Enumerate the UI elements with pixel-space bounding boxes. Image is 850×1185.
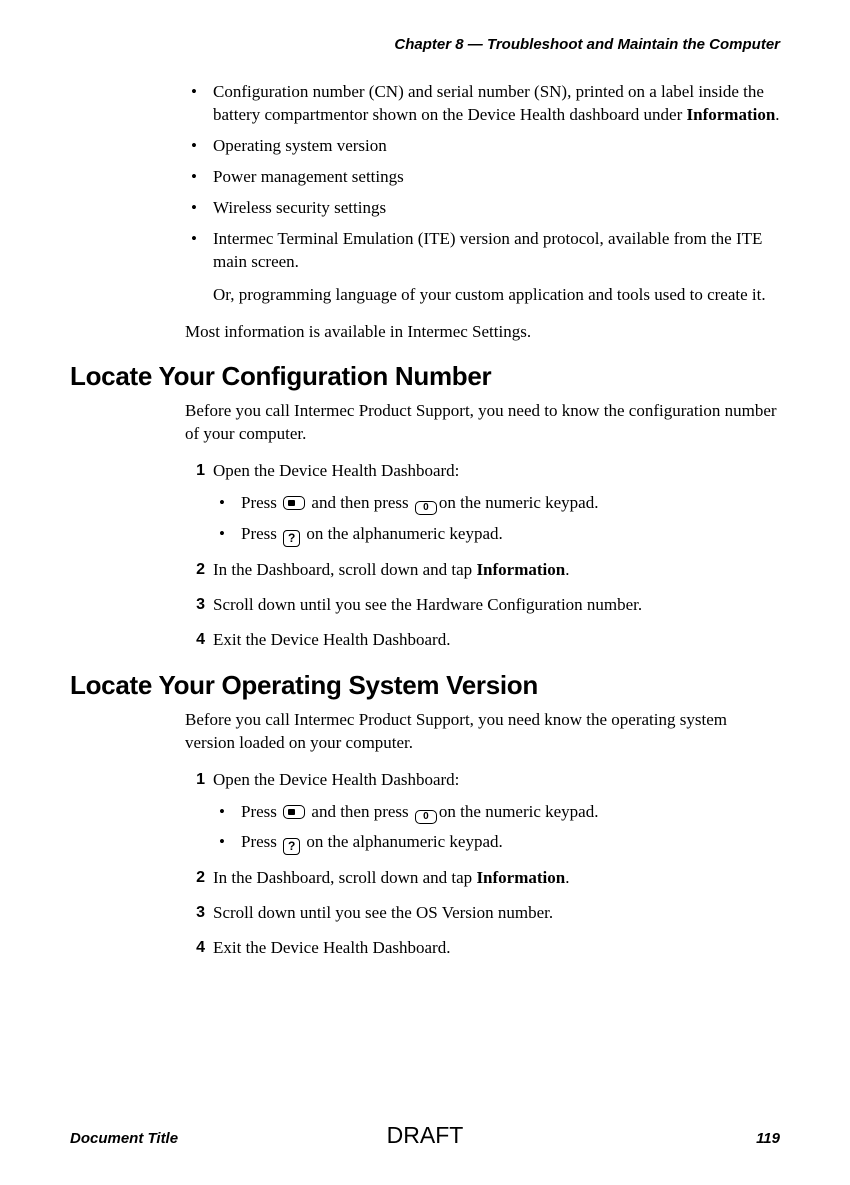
page-container: Chapter 8 — Troubleshoot and Maintain th… bbox=[0, 0, 850, 1185]
question-key-icon: ? bbox=[283, 838, 300, 855]
bullet-item: Operating system version bbox=[185, 135, 780, 158]
text: on the numeric keypad. bbox=[439, 802, 599, 821]
text: Scroll down until you see the Hardware C… bbox=[213, 595, 642, 614]
step-text: Open the Device Health Dashboard: bbox=[213, 461, 459, 480]
sub-bullet: Press and then press 0on the numeric key… bbox=[213, 800, 780, 825]
bullet-sub-paragraph: Or, programming language of your custom … bbox=[213, 284, 780, 307]
bullet-text: Power management settings bbox=[213, 167, 404, 186]
bullet-text: Configuration number (CN) and serial num… bbox=[213, 82, 764, 124]
step-item: Open the Device Health Dashboard: Press … bbox=[185, 769, 780, 856]
sub-bullet: Press ? on the alphanumeric keypad. bbox=[213, 522, 780, 547]
text: In the Dashboard, scroll down and tap bbox=[213, 868, 476, 887]
bullet-bold: Information bbox=[687, 105, 776, 124]
text-bold: Information bbox=[476, 560, 565, 579]
text: Press bbox=[241, 832, 281, 851]
step-text: Open the Device Health Dashboard: bbox=[213, 770, 459, 789]
bullet-text: Operating system version bbox=[213, 136, 387, 155]
intro-tail: Most information is available in Interme… bbox=[185, 321, 780, 344]
step-sublist: Press and then press 0on the numeric key… bbox=[213, 800, 780, 856]
key-icon bbox=[283, 496, 305, 510]
question-key-icon: ? bbox=[283, 530, 300, 547]
intro-block: Configuration number (CN) and serial num… bbox=[185, 81, 780, 343]
text: Exit the Device Health Dashboard. bbox=[213, 630, 450, 649]
text: . bbox=[565, 560, 569, 579]
section2-block: Before you call Intermec Product Support… bbox=[185, 709, 780, 960]
zero-key-icon: 0 bbox=[415, 810, 437, 824]
chapter-header: Chapter 8 — Troubleshoot and Maintain th… bbox=[70, 36, 780, 53]
bullet-tail: . bbox=[775, 105, 779, 124]
text: and then press bbox=[307, 802, 413, 821]
text: . bbox=[565, 868, 569, 887]
section1-block: Before you call Intermec Product Support… bbox=[185, 400, 780, 651]
step-sublist: Press and then press 0on the numeric key… bbox=[213, 491, 780, 547]
footer-watermark: DRAFT bbox=[387, 1122, 464, 1149]
zero-key-icon: 0 bbox=[415, 501, 437, 515]
text: on the numeric keypad. bbox=[439, 493, 599, 512]
step-item: Scroll down until you see the OS Version… bbox=[185, 902, 780, 925]
step-item: In the Dashboard, scroll down and tap In… bbox=[185, 559, 780, 582]
text: Scroll down until you see the OS Version… bbox=[213, 903, 553, 922]
section-heading-os-version: Locate Your Operating System Version bbox=[70, 670, 780, 701]
section-heading-config-number: Locate Your Configuration Number bbox=[70, 361, 780, 392]
bullet-item: Wireless security settings bbox=[185, 197, 780, 220]
step-item: Open the Device Health Dashboard: Press … bbox=[185, 460, 780, 547]
footer-page-number: 119 bbox=[756, 1130, 780, 1147]
section1-steps: Open the Device Health Dashboard: Press … bbox=[185, 460, 780, 651]
step-item: Exit the Device Health Dashboard. bbox=[185, 937, 780, 960]
bullet-item: Power management settings bbox=[185, 166, 780, 189]
bullet-item: Intermec Terminal Emulation (ITE) versio… bbox=[185, 228, 780, 307]
key-icon bbox=[283, 805, 305, 819]
bullet-text: Intermec Terminal Emulation (ITE) versio… bbox=[213, 229, 762, 271]
section2-intro: Before you call Intermec Product Support… bbox=[185, 709, 780, 755]
text: Exit the Device Health Dashboard. bbox=[213, 938, 450, 957]
text: In the Dashboard, scroll down and tap bbox=[213, 560, 476, 579]
text: and then press bbox=[307, 493, 413, 512]
sub-bullet: Press ? on the alphanumeric keypad. bbox=[213, 830, 780, 855]
step-item: In the Dashboard, scroll down and tap In… bbox=[185, 867, 780, 890]
section2-steps: Open the Device Health Dashboard: Press … bbox=[185, 769, 780, 960]
step-item: Exit the Device Health Dashboard. bbox=[185, 629, 780, 652]
step-item: Scroll down until you see the Hardware C… bbox=[185, 594, 780, 617]
text: Press bbox=[241, 524, 281, 543]
bullet-item: Configuration number (CN) and serial num… bbox=[185, 81, 780, 127]
footer-doc-title: Document Title bbox=[70, 1130, 178, 1147]
page-footer: Document Title DRAFT 119 bbox=[70, 1130, 780, 1147]
text-bold: Information bbox=[476, 868, 565, 887]
section1-intro: Before you call Intermec Product Support… bbox=[185, 400, 780, 446]
text: on the alphanumeric keypad. bbox=[302, 524, 503, 543]
text: Press bbox=[241, 802, 281, 821]
intro-bullet-list: Configuration number (CN) and serial num… bbox=[185, 81, 780, 307]
sub-bullet: Press and then press 0on the numeric key… bbox=[213, 491, 780, 516]
bullet-text: Wireless security settings bbox=[213, 198, 386, 217]
text: Press bbox=[241, 493, 281, 512]
text: on the alphanumeric keypad. bbox=[302, 832, 503, 851]
